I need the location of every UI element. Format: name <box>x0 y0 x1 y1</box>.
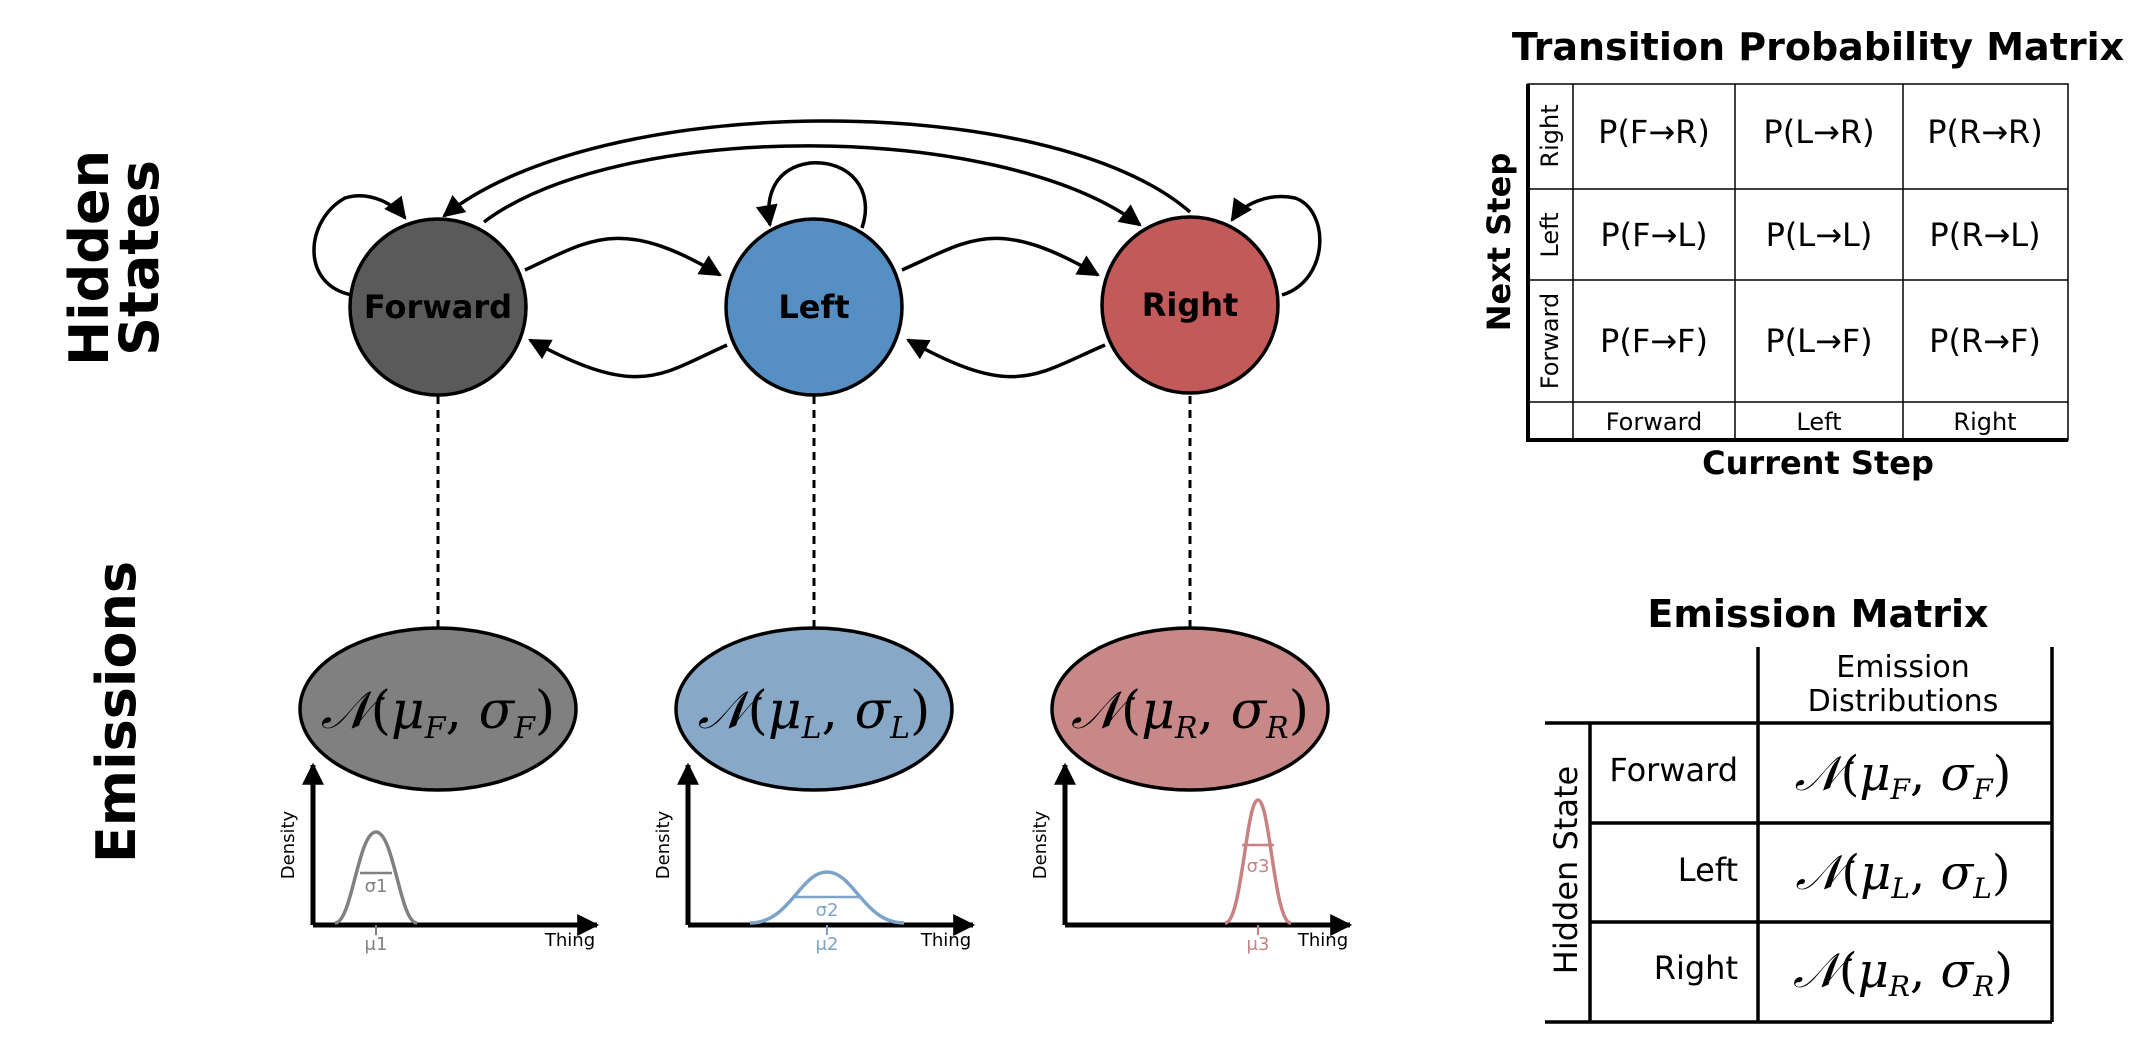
state-label-right: Right <box>1142 286 1239 324</box>
state-label-forward: Forward <box>364 288 512 326</box>
emission-dist-left: 𝒩(μL, σL) <box>1795 845 2010 905</box>
sigma-label: σ3 <box>1247 856 1270 877</box>
emission-formula-forward: 𝒩(μF, σF) <box>321 681 555 746</box>
emission-row-left: Left <box>1678 851 1738 889</box>
emission-matrix-title: Emission Matrix <box>1647 592 1988 636</box>
transition-arrows <box>312 119 1322 379</box>
emission-formula-right: 𝒩(μR, σR) <box>1071 681 1309 746</box>
density-curve <box>334 830 418 925</box>
emission-node-left: 𝒩(μL, σL) <box>674 626 954 792</box>
emission-ellipse-right <box>1050 626 1330 792</box>
cell-r-r: P(R→R) <box>1927 113 2043 151</box>
emission-header-line2: Distributions <box>1808 684 1999 719</box>
state-circle-forward <box>348 217 528 397</box>
emission-formula-left: 𝒩(μL, σL) <box>698 681 931 746</box>
self-loop-forward <box>312 194 407 297</box>
sigma-label: σ1 <box>365 876 388 897</box>
transition-matrix: Transition Probability Matrix Next Step … <box>1480 25 2124 482</box>
xlabel: Thing <box>544 930 595 951</box>
emissions-label: Emissions <box>85 561 148 863</box>
row-label-right: Right <box>1536 104 1564 167</box>
cell-l-r: P(L→R) <box>1763 113 1874 151</box>
transition-matrix-title: Transition Probability Matrix <box>1512 25 2124 69</box>
arrow-left-to-forward <box>528 338 728 379</box>
self-loop-left <box>755 161 868 229</box>
xlabel: Thing <box>1297 930 1348 951</box>
cell-l-f: P(L→F) <box>1765 322 1872 360</box>
emission-ellipse-forward <box>298 626 578 792</box>
density-curve <box>1224 798 1292 925</box>
emission-row-forward: Forward <box>1609 751 1738 789</box>
emission-matrix: Emission Matrix Emission Distributions H… <box>1545 592 2054 1024</box>
sigma-label: σ2 <box>816 900 839 921</box>
xlabel: Thing <box>920 930 971 951</box>
density-curve <box>749 870 905 925</box>
state-circle-left <box>724 217 904 397</box>
emission-row-right: Right <box>1654 949 1738 987</box>
cell-f-r: P(F→R) <box>1598 113 1710 151</box>
row-label-forward: Forward <box>1536 293 1564 390</box>
cell-r-l: P(R→L) <box>1929 216 2040 254</box>
density-plot-right: σ3 μ3 Density Thing <box>1030 762 1353 955</box>
state-label-left: Left <box>778 288 849 326</box>
arrow-forward-to-left <box>524 236 722 277</box>
cell-r-f: P(R→F) <box>1929 322 2041 360</box>
emission-dist-right: 𝒩(μR, σR) <box>1793 943 2013 1003</box>
mu-label: μ3 <box>1247 934 1270 955</box>
col-label-forward: Forward <box>1606 408 1703 436</box>
hidden-states-label: Hidden States <box>58 150 171 366</box>
density-plot-left: σ2 μ2 Density Thing <box>653 762 976 955</box>
emission-header-line1: Emission <box>1836 650 1969 685</box>
mu-label: μ2 <box>816 934 839 955</box>
emission-dist-forward: 𝒩(μF, σF) <box>1795 746 2012 806</box>
cell-f-f: P(F→F) <box>1600 322 1708 360</box>
state-node-forward: Forward <box>348 217 528 397</box>
hidden-label-line1: Hidden <box>58 150 121 366</box>
state-node-left: Left <box>724 217 904 397</box>
density-plot-forward: σ1 μ1 Density Thing <box>278 762 600 955</box>
hidden-label-line2: States <box>108 160 171 356</box>
arrow-right-to-left <box>906 338 1106 379</box>
cell-l-l: P(L→L) <box>1766 216 1873 254</box>
state-emission-connectors <box>436 396 1192 628</box>
transition-ylabel: Next Step <box>1480 153 1518 332</box>
ylabel: Density <box>1030 810 1051 879</box>
col-label-right: Right <box>1953 408 2016 436</box>
emission-ellipse-left <box>674 626 954 792</box>
arrow-forward-to-right <box>482 144 1142 227</box>
cell-f-l: P(F→L) <box>1600 216 1707 254</box>
arrow-left-to-right <box>901 236 1100 277</box>
emission-node-forward: 𝒩(μF, σF) <box>298 626 578 792</box>
self-loop-right <box>1230 194 1322 297</box>
arrow-right-to-forward <box>442 119 1192 218</box>
emission-row-group-label: Hidden State <box>1547 766 1585 974</box>
row-label-left: Left <box>1536 212 1564 257</box>
col-label-left: Left <box>1796 408 1841 436</box>
transition-xlabel: Current Step <box>1702 444 1934 482</box>
emission-node-right: 𝒩(μR, σR) <box>1050 626 1330 792</box>
ylabel: Density <box>278 810 299 879</box>
state-circle-right <box>1100 215 1280 395</box>
mu-label: μ1 <box>365 934 388 955</box>
ylabel: Density <box>653 810 674 879</box>
state-node-right: Right <box>1100 215 1280 395</box>
